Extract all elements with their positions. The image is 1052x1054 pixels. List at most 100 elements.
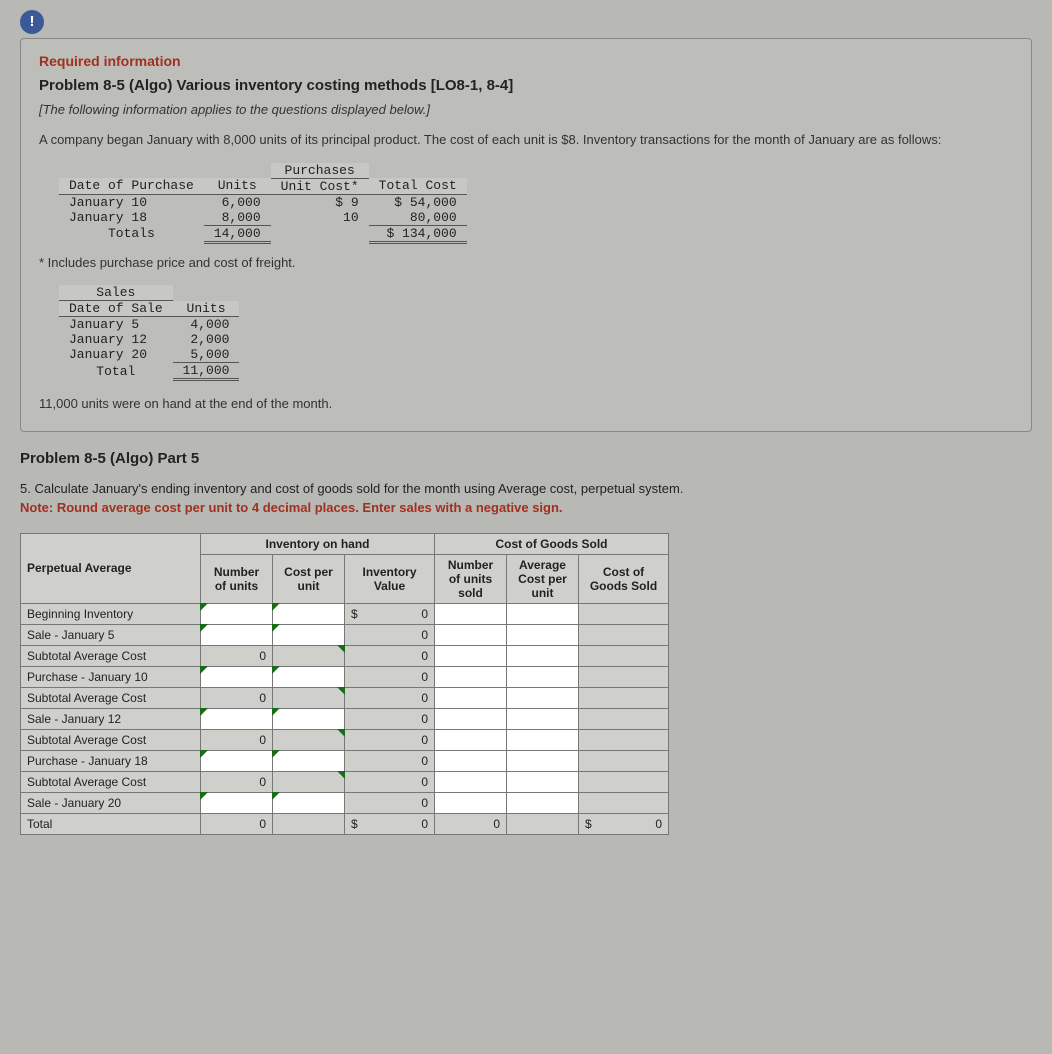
- units-sold-cell[interactable]: [435, 645, 507, 666]
- cogs-cell: [579, 792, 669, 813]
- avg-cost-cell[interactable]: [507, 792, 579, 813]
- purchases-super-header: Purchases: [271, 163, 369, 179]
- part-title: Problem 8-5 (Algo) Part 5: [20, 450, 1032, 467]
- input-cell[interactable]: [273, 624, 345, 645]
- inv-value-cell: $0: [345, 603, 435, 624]
- inv-value-cell: 0: [345, 624, 435, 645]
- input-cell[interactable]: [273, 750, 345, 771]
- avg-cost-cell[interactable]: [507, 645, 579, 666]
- row-label: Subtotal Average Cost: [21, 771, 201, 792]
- input-cell[interactable]: [201, 666, 273, 687]
- avg-cost-cell[interactable]: [507, 666, 579, 687]
- table-row: Totals 14,000 $ 134,000: [59, 225, 467, 242]
- input-cell[interactable]: [273, 666, 345, 687]
- h-cogs: Cost of Goods Sold: [579, 554, 669, 603]
- avg-cost-cell[interactable]: [507, 603, 579, 624]
- freight-footnote: * Includes purchase price and cost of fr…: [39, 254, 1013, 272]
- avg-cost-cell[interactable]: [507, 708, 579, 729]
- total-cogs: $0: [579, 813, 669, 834]
- total-row: Total 0 $0 0 $0: [21, 813, 669, 834]
- inv-value-cell: 0: [345, 729, 435, 750]
- units-sold-cell[interactable]: [435, 750, 507, 771]
- cogs-header: Cost of Goods Sold: [435, 533, 669, 554]
- input-cell[interactable]: [273, 708, 345, 729]
- table-row: Beginning Inventory $0: [21, 603, 669, 624]
- table-row: Sale - January 20 0: [21, 792, 669, 813]
- row-label: Subtotal Average Cost: [21, 729, 201, 750]
- inv-value-cell: 0: [345, 792, 435, 813]
- table-row: January 10 6,000 $ 9 $ 54,000: [59, 194, 467, 210]
- row-label: Subtotal Average Cost: [21, 645, 201, 666]
- h-inv-value: Inventory Value: [345, 554, 435, 603]
- col-total-cost: Total Cost: [369, 178, 467, 194]
- answer-table: Perpetual Average Inventory on hand Cost…: [20, 533, 669, 835]
- col-unit-cost: Unit Cost*: [271, 178, 369, 194]
- units-sold-cell[interactable]: [435, 624, 507, 645]
- avg-cost-cell[interactable]: [507, 624, 579, 645]
- units-sold-cell[interactable]: [435, 729, 507, 750]
- units-sold-cell[interactable]: [435, 792, 507, 813]
- input-cell[interactable]: [201, 708, 273, 729]
- cogs-cell: [579, 666, 669, 687]
- problem-title: Problem 8-5 (Algo) Various inventory cos…: [39, 77, 1013, 94]
- units-sold-cell[interactable]: [435, 708, 507, 729]
- avg-cost-cell[interactable]: [507, 687, 579, 708]
- table-row: Sale - January 5 0: [21, 624, 669, 645]
- avg-cost-cell[interactable]: [507, 729, 579, 750]
- intro-text: A company began January with 8,000 units…: [39, 131, 1013, 149]
- input-cell[interactable]: [273, 687, 345, 708]
- table-row: January 18 8,000 10 80,000: [59, 210, 467, 226]
- inv-value-cell: 0: [345, 687, 435, 708]
- sales-super-header: Sales: [59, 285, 173, 301]
- purchases-table: Purchases Date of Purchase Units Unit Co…: [59, 163, 467, 244]
- total-units: 0: [201, 813, 273, 834]
- row-label: Beginning Inventory: [21, 603, 201, 624]
- cogs-cell: [579, 708, 669, 729]
- table-row: Sale - January 120: [21, 708, 669, 729]
- input-cell[interactable]: [273, 771, 345, 792]
- cogs-cell: [579, 729, 669, 750]
- input-cell[interactable]: [273, 729, 345, 750]
- closing-text: 11,000 units were on hand at the end of …: [39, 395, 1013, 413]
- input-cell[interactable]: 0: [201, 645, 273, 666]
- col-date: Date of Purchase: [59, 178, 204, 194]
- sales-col-date: Date of Sale: [59, 301, 173, 317]
- table-row: Subtotal Average Cost00: [21, 687, 669, 708]
- h-avg-cost: Average Cost per unit: [507, 554, 579, 603]
- sales-table: Sales Date of Sale Units January 5 4,000…: [59, 285, 239, 381]
- table-row: January 20 5,000: [59, 347, 239, 363]
- table-row: January 12 2,000: [59, 332, 239, 347]
- row-label: Sale - January 5: [21, 624, 201, 645]
- units-sold-cell[interactable]: [435, 771, 507, 792]
- units-sold-cell[interactable]: [435, 666, 507, 687]
- cogs-cell: [579, 687, 669, 708]
- sales-col-units: Units: [173, 301, 240, 317]
- input-cell[interactable]: [201, 792, 273, 813]
- required-info-heading: Required information: [39, 53, 1013, 69]
- input-cell[interactable]: [201, 624, 273, 645]
- units-sold-cell[interactable]: [435, 687, 507, 708]
- input-cell[interactable]: [273, 792, 345, 813]
- table-row: Subtotal Average Cost00: [21, 729, 669, 750]
- input-cell[interactable]: [273, 645, 345, 666]
- input-cell[interactable]: 0: [201, 729, 273, 750]
- cogs-cell: [579, 624, 669, 645]
- input-cell[interactable]: 0: [201, 771, 273, 792]
- row-label: Subtotal Average Cost: [21, 687, 201, 708]
- input-cell[interactable]: [273, 603, 345, 624]
- input-cell[interactable]: [201, 603, 273, 624]
- inv-value-cell: 0: [345, 750, 435, 771]
- units-sold-cell[interactable]: [435, 603, 507, 624]
- table-row: January 5 4,000: [59, 317, 239, 333]
- corner-header: Perpetual Average: [21, 533, 201, 603]
- info-icon: !: [20, 10, 44, 34]
- input-cell[interactable]: 0: [201, 687, 273, 708]
- avg-cost-cell[interactable]: [507, 750, 579, 771]
- row-label: Sale - January 20: [21, 792, 201, 813]
- row-label: Sale - January 12: [21, 708, 201, 729]
- required-info-box: Required information Problem 8-5 (Algo) …: [20, 38, 1032, 432]
- table-row: Subtotal Average Cost00: [21, 645, 669, 666]
- h-num-units: Number of units: [201, 554, 273, 603]
- avg-cost-cell[interactable]: [507, 771, 579, 792]
- input-cell[interactable]: [201, 750, 273, 771]
